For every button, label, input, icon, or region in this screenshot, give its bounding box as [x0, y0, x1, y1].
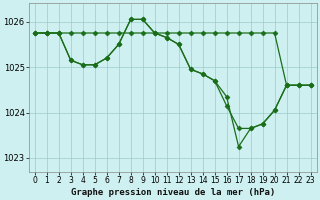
X-axis label: Graphe pression niveau de la mer (hPa): Graphe pression niveau de la mer (hPa): [70, 188, 275, 197]
